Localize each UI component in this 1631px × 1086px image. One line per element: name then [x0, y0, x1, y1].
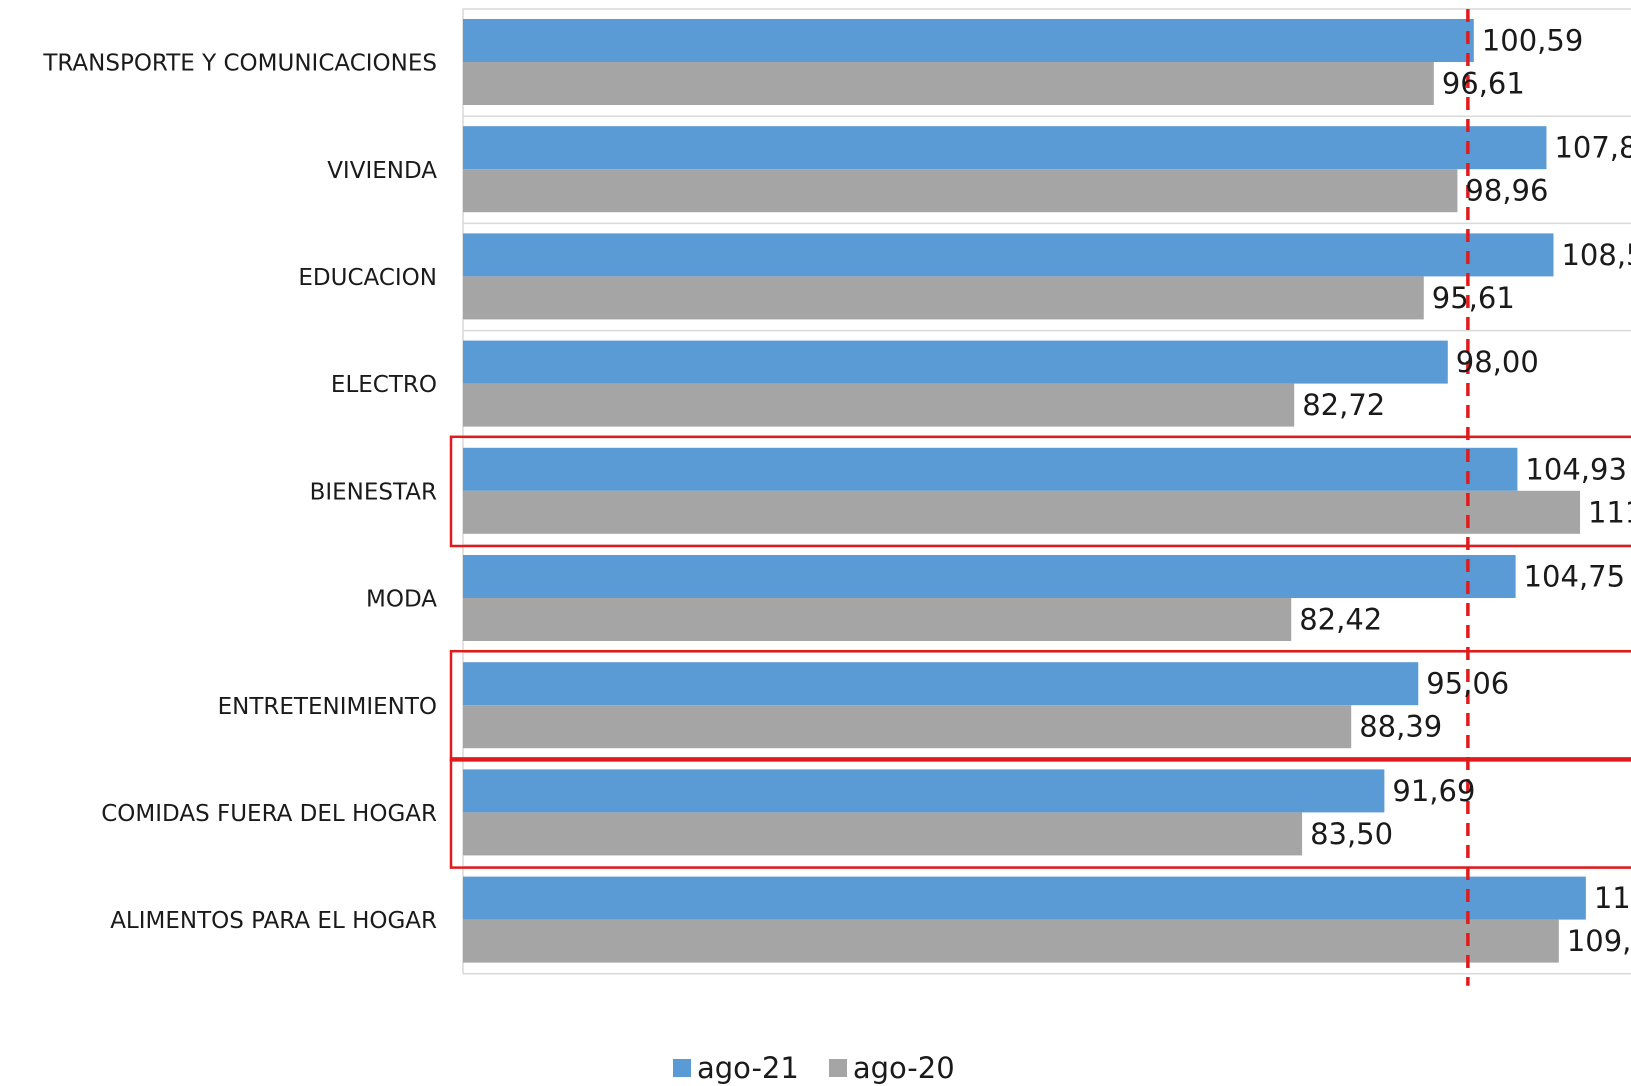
legend: ago-21 ago-20 [673, 1050, 955, 1086]
data-label-series-1: 108,52 [1561, 238, 1631, 272]
data-label-series-2: 98,96 [1465, 174, 1548, 208]
data-label-series-1: 91,69 [1392, 774, 1475, 808]
category-label: EDUCACION [298, 265, 437, 291]
bar-series-2 [463, 169, 1458, 213]
category-label: TRANSPORTE Y COMUNICACIONES [42, 51, 437, 77]
data-label-series-2: 96,61 [1442, 67, 1525, 101]
bar-series-2 [463, 598, 1292, 641]
legend-item-series-2: ago-20 [828, 1051, 955, 1085]
highlight-box [449, 649, 1631, 762]
data-label-series-1: 98,00 [1456, 345, 1539, 379]
data-label-series-2: 83,50 [1310, 817, 1393, 851]
category-label: ELECTRO [331, 372, 437, 398]
category-label: BIENESTAR [310, 479, 437, 505]
data-label-series-1: 104,93 [1525, 452, 1626, 486]
highlight-box [449, 435, 1631, 548]
category-label: ALIMENTOS PARA EL HOGAR [110, 908, 437, 934]
data-label-series-2: 95,61 [1432, 281, 1515, 315]
bar-series-2 [463, 490, 1581, 534]
bar-series-2 [463, 276, 1424, 320]
data-label-series-2: 111,16 [1588, 495, 1631, 529]
category-label: ENTRETENIMIENTO [218, 694, 437, 720]
bar-series-2 [463, 919, 1559, 963]
category-label: COMIDAS FUERA DEL HOGAR [101, 801, 437, 827]
data-label-series-1: 95,06 [1426, 667, 1509, 701]
data-label-series-2: 109,05 [1567, 924, 1631, 958]
label-layer: TRANSPORTE Y COMUNICACIONES 100,59 96,61 VI… [42, 24, 1631, 959]
bar-series-1 [463, 876, 1586, 920]
bar-series-1 [463, 126, 1547, 170]
highlight-layer [449, 435, 1631, 869]
category-label: VIVIENDA [327, 158, 437, 184]
data-label-series-2: 82,42 [1299, 603, 1382, 637]
bar-series-1 [463, 233, 1554, 277]
chart: TRANSPORTE Y COMUNICACIONES 100,59 96,61 VI… [42, 8, 1631, 986]
bar-series-1 [463, 662, 1419, 706]
bar-series-1 [463, 447, 1518, 491]
data-label-series-1: 104,75 [1524, 560, 1625, 594]
data-label-series-2: 82,72 [1302, 388, 1385, 422]
bar-series-2 [463, 705, 1352, 749]
data-label-series-1: 107,82 [1554, 131, 1631, 165]
legend-label-series-2: ago-20 [852, 1051, 955, 1085]
highlight-box [449, 757, 1631, 869]
bar-series-1 [463, 769, 1385, 813]
legend-label-series-1: ago-21 [697, 1051, 799, 1085]
bar-series-1 [463, 340, 1448, 384]
legend-swatch-series-1 [673, 1059, 691, 1077]
data-label-series-1: 111,74 [1594, 881, 1631, 915]
bar-layer [463, 19, 1586, 963]
category-label: MODA [366, 587, 437, 613]
bar-series-1 [463, 555, 1516, 598]
bar-series-1 [463, 19, 1474, 62]
legend-swatch-series-2 [828, 1059, 847, 1077]
bar-series-2 [463, 812, 1303, 856]
legend-item-series-1: ago-21 [673, 1051, 799, 1085]
data-label-series-1: 100,59 [1482, 24, 1583, 58]
data-label-series-2: 88,39 [1359, 710, 1442, 744]
bar-series-2 [463, 62, 1434, 105]
bar-series-2 [463, 383, 1295, 427]
